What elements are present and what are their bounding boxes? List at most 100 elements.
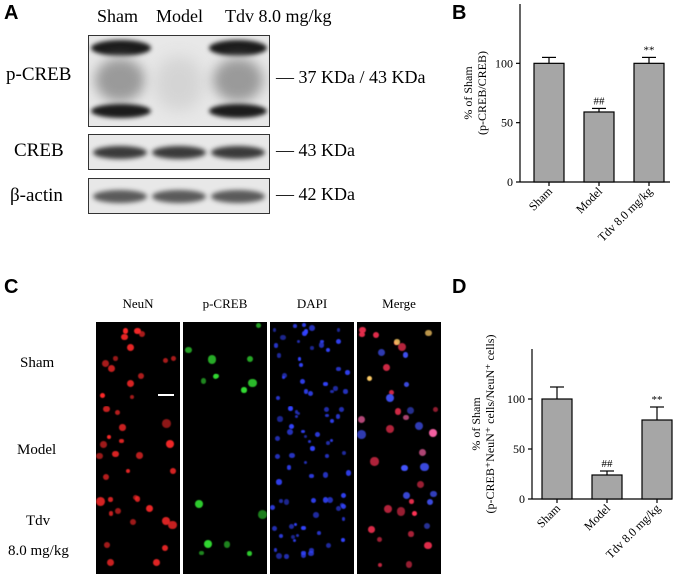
micrograph-tile xyxy=(96,406,180,490)
cell-dot xyxy=(326,441,331,446)
band xyxy=(95,58,145,102)
cell-dot xyxy=(278,534,283,539)
cell-dot xyxy=(426,498,433,506)
micrograph-tile xyxy=(183,322,267,406)
cell-dot xyxy=(409,498,415,504)
cell-dot xyxy=(420,462,429,471)
cell-dot xyxy=(383,504,392,514)
micrograph-tile xyxy=(183,490,267,574)
cell-dot xyxy=(325,542,332,548)
cell-dot xyxy=(287,428,294,435)
cell-dot xyxy=(402,352,409,358)
significance-label: ## xyxy=(602,458,614,470)
cell-dot xyxy=(108,497,113,502)
cell-dot xyxy=(115,508,121,515)
cell-dot xyxy=(404,382,409,387)
y-tick-label: 0 xyxy=(519,492,525,506)
wb-row-label-creb: CREB xyxy=(14,140,64,161)
cell-dot xyxy=(339,407,345,413)
cell-dot xyxy=(184,346,192,354)
cell-dot xyxy=(170,467,176,474)
cell-dot xyxy=(119,424,126,431)
cell-dot xyxy=(108,510,114,516)
cell-dot xyxy=(271,525,278,532)
cell-dot xyxy=(293,324,297,328)
significance-label: ## xyxy=(594,95,606,107)
cell-dot xyxy=(247,551,252,557)
cell-dot xyxy=(170,355,176,361)
cell-dot xyxy=(307,390,313,396)
micrograph-tile xyxy=(270,406,354,490)
cell-dot xyxy=(134,327,141,335)
blot-creb xyxy=(88,134,270,170)
cell-dot xyxy=(424,541,432,550)
cell-dot xyxy=(307,439,311,443)
cell-dot xyxy=(290,534,295,540)
cell-dot xyxy=(163,357,169,363)
cell-dot xyxy=(99,441,107,448)
cell-dot xyxy=(429,429,437,437)
cell-dot xyxy=(137,373,144,380)
cell-dot xyxy=(301,429,305,434)
cell-dot xyxy=(324,454,329,458)
x-tick-label: Sham xyxy=(526,184,556,214)
cell-dot xyxy=(121,333,128,341)
cell-dot xyxy=(166,440,175,448)
cell-dot xyxy=(145,504,153,512)
y-axis-label: % of Sham xyxy=(461,66,475,120)
y-tick-label: 50 xyxy=(501,116,513,130)
cell-dot xyxy=(207,355,217,365)
cell-dot xyxy=(279,498,284,503)
cell-dot xyxy=(345,470,352,476)
y-axis-label: (p-CREB⁺NeuN⁺ cells/NeuN⁺ cells) xyxy=(483,335,497,514)
cell-dot xyxy=(257,510,267,519)
cell-dot xyxy=(283,499,290,506)
y-tick-label: 50 xyxy=(513,442,525,456)
cell-dot xyxy=(114,409,120,416)
cell-dot xyxy=(106,434,112,440)
band xyxy=(152,146,206,159)
cell-dot xyxy=(329,438,333,442)
wb-column-model: Model xyxy=(156,6,203,26)
micrograph-tile xyxy=(96,322,180,406)
cell-dot xyxy=(323,381,328,387)
cell-dot xyxy=(377,348,385,356)
band xyxy=(213,58,263,102)
cell-dot xyxy=(359,326,366,334)
wb-row-label-actin: β-actin xyxy=(10,185,63,206)
cell-dot xyxy=(340,538,345,543)
cell-dot xyxy=(96,453,103,460)
band xyxy=(93,190,147,203)
mic-row-tdv-dose: 8.0 mg/kg xyxy=(8,543,69,559)
blot-pcreb xyxy=(88,35,270,127)
cell-dot xyxy=(293,522,297,527)
cell-dot xyxy=(313,512,319,518)
band xyxy=(152,190,206,203)
cell-dot xyxy=(195,500,203,508)
cell-dot xyxy=(283,553,289,559)
cell-dot xyxy=(296,412,301,416)
cell-dot xyxy=(276,552,283,559)
cell-dot xyxy=(125,468,131,474)
cell-dot xyxy=(276,479,282,485)
x-tick-label: Sham xyxy=(534,501,564,531)
cell-dot xyxy=(396,506,406,516)
cell-dot xyxy=(376,537,382,543)
micrograph-tile xyxy=(357,322,441,406)
cell-dot xyxy=(255,322,262,328)
y-tick-label: 100 xyxy=(495,56,513,70)
cell-dot xyxy=(107,559,115,567)
cell-dot xyxy=(300,552,307,559)
cell-dot xyxy=(340,492,346,498)
cell-dot xyxy=(298,363,303,368)
band xyxy=(91,104,151,118)
cell-dot xyxy=(138,330,146,338)
cell-dot xyxy=(336,328,341,332)
cell-dot xyxy=(119,438,124,444)
cell-dot xyxy=(397,343,407,352)
cell-dot xyxy=(288,424,294,430)
band xyxy=(211,146,265,159)
cell-dot xyxy=(388,389,394,395)
cell-dot xyxy=(326,347,331,352)
cell-dot xyxy=(296,534,300,538)
